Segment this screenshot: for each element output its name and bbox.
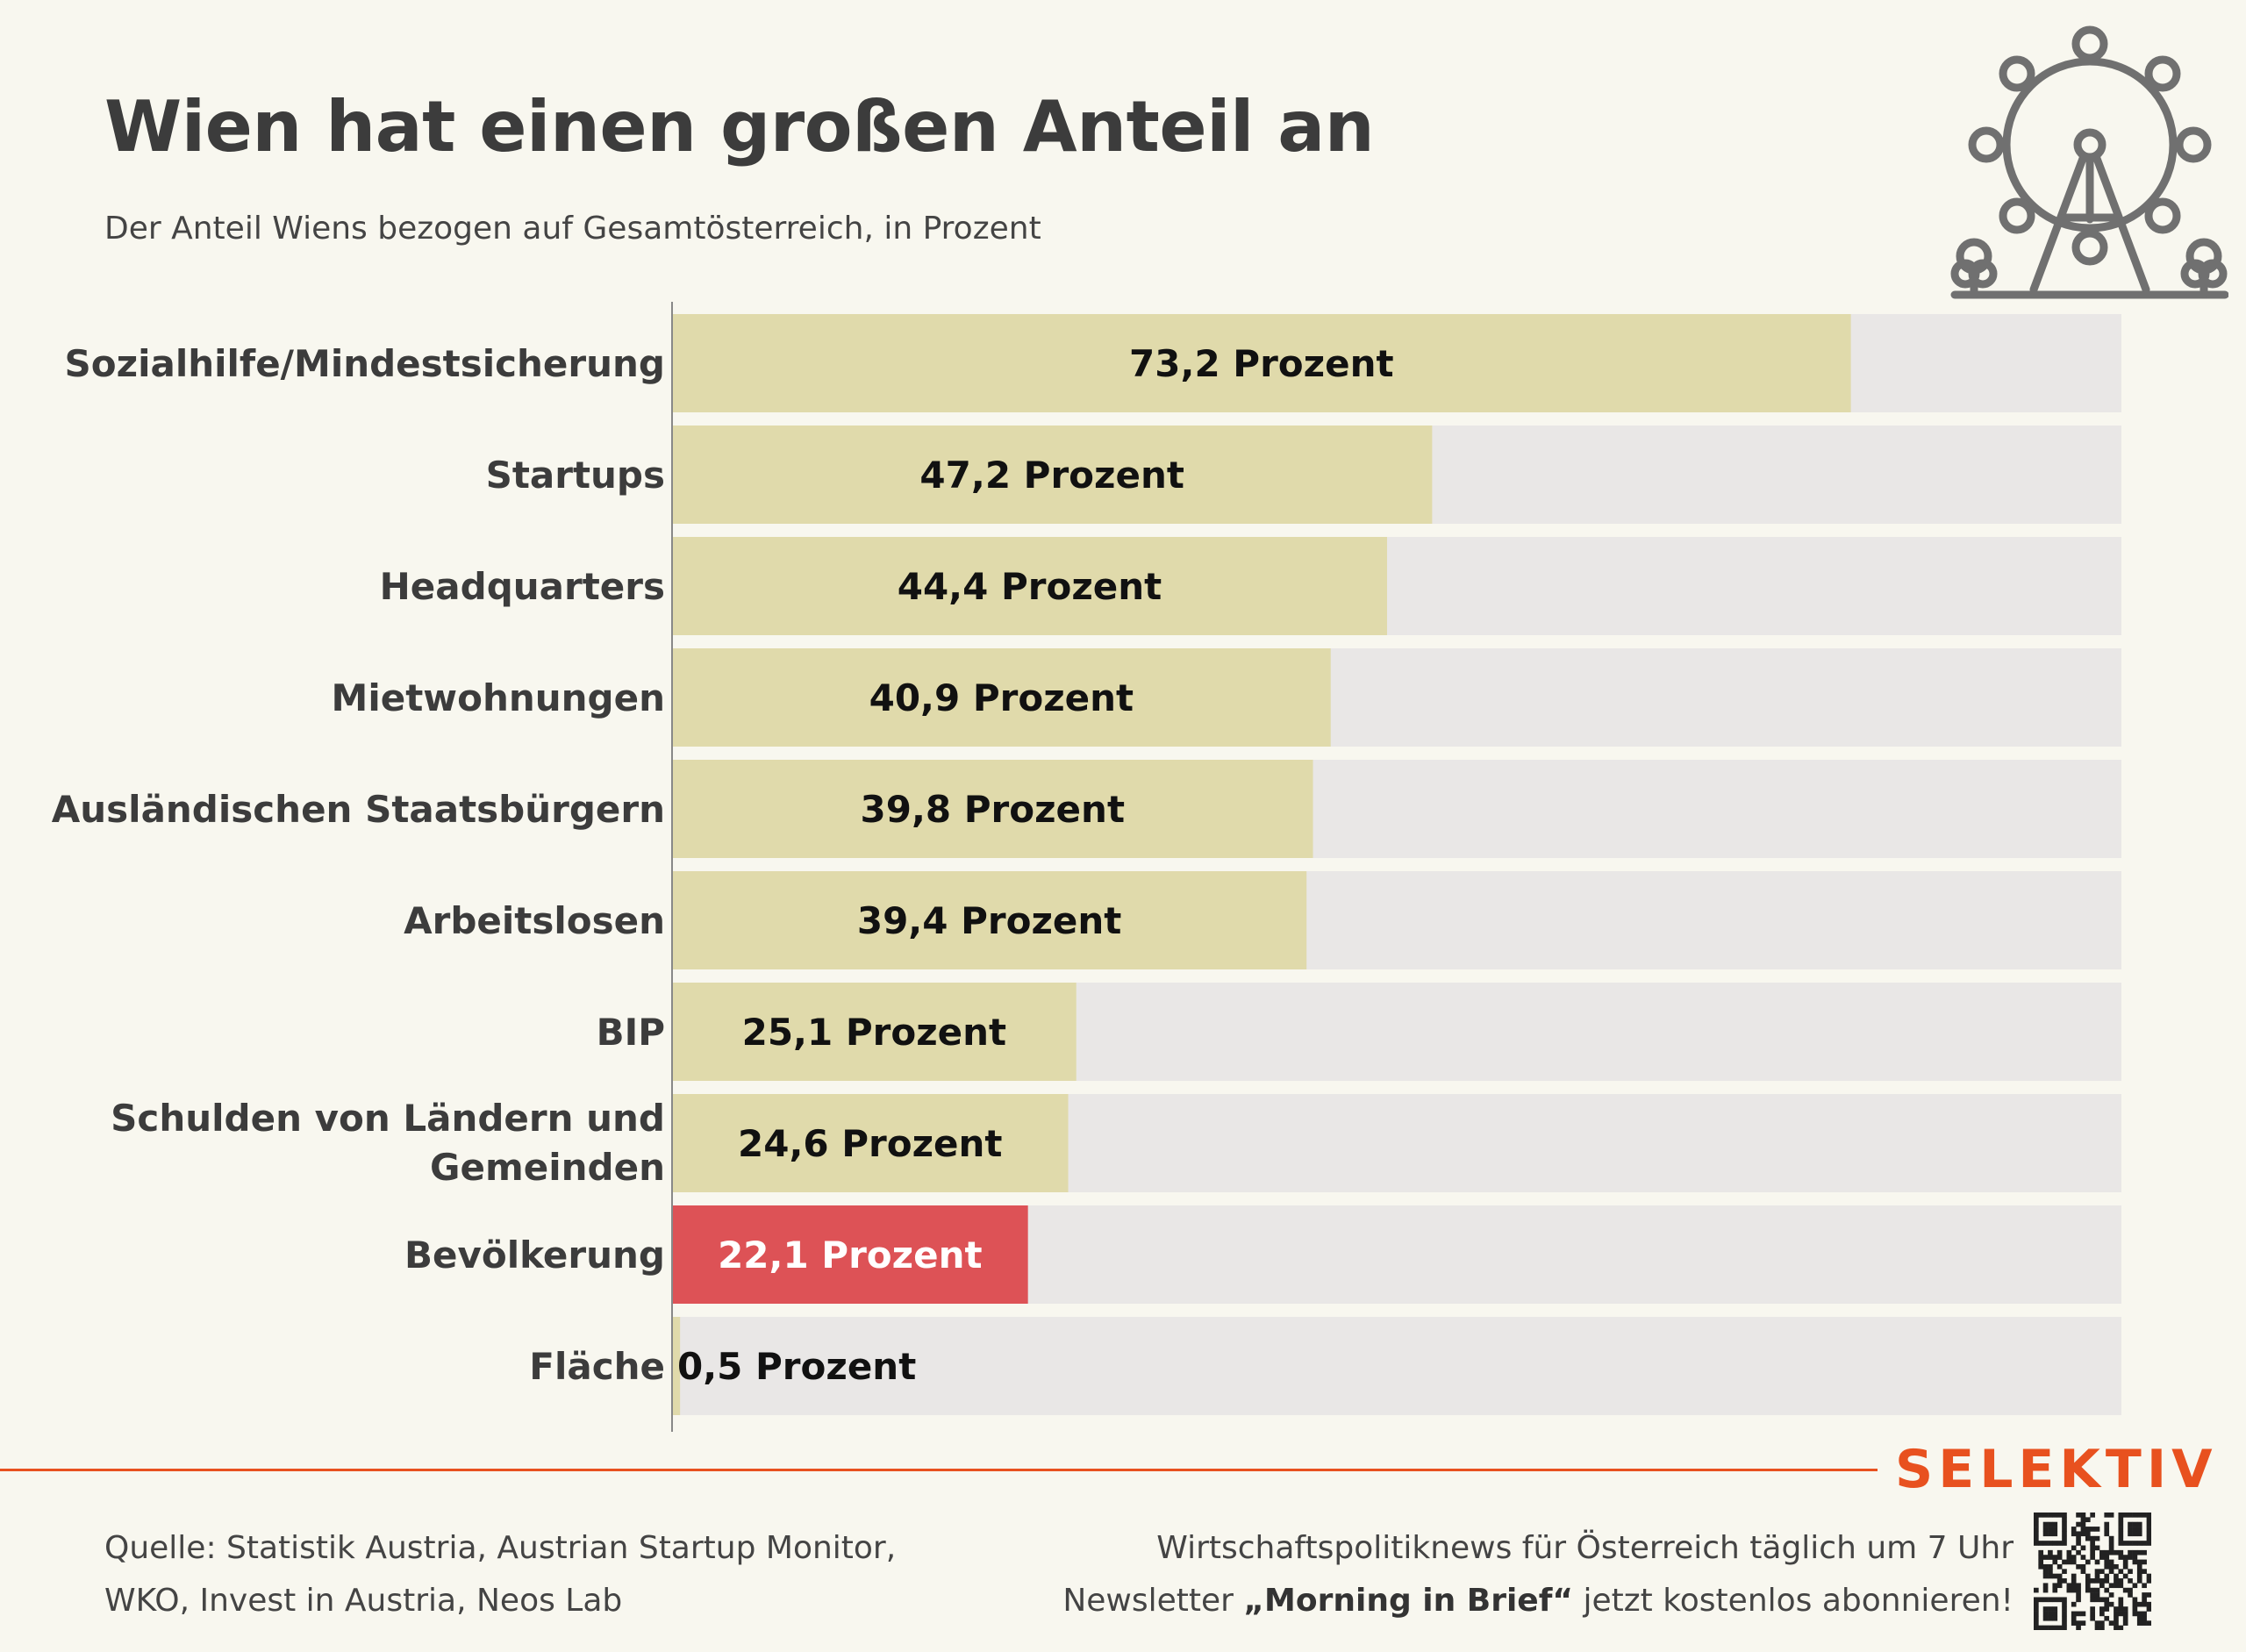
data-label: 39,8 Prozent bbox=[861, 788, 1126, 831]
category-label: Bevölkerung bbox=[404, 1234, 665, 1277]
promo-line-2-pre: Newsletter bbox=[1062, 1583, 1244, 1619]
data-label: 24,6 Prozent bbox=[738, 1122, 1003, 1165]
category-label: Fläche bbox=[529, 1345, 665, 1388]
promo-line-2[interactable]: Newsletter „Morning in Brief“ jetzt kost… bbox=[1062, 1575, 2014, 1627]
data-label: 0,5 Prozent bbox=[677, 1345, 916, 1388]
brand-logo: SELEKTIV bbox=[1895, 1439, 2218, 1500]
bar bbox=[672, 871, 1307, 969]
bar bbox=[672, 1317, 681, 1415]
category-label: Headquarters bbox=[380, 565, 665, 608]
data-label: 25,1 Prozent bbox=[742, 1011, 1007, 1054]
bar bbox=[672, 648, 1331, 747]
promo-line-2-post: jetzt kostenlos abonnieren! bbox=[1573, 1583, 2014, 1619]
ferris-wheel-icon bbox=[1950, 25, 2228, 299]
bar-track bbox=[672, 1317, 2121, 1415]
data-label: 73,2 Prozent bbox=[1129, 342, 1394, 385]
bar bbox=[672, 1094, 1069, 1192]
data-label: 47,2 Prozent bbox=[919, 454, 1184, 497]
data-label: 44,4 Prozent bbox=[898, 565, 1162, 608]
category-label: Schulden von Ländern und Gemeinden bbox=[111, 1097, 665, 1189]
category-label: Sozialhilfe/Mindestsicherung bbox=[65, 342, 665, 385]
data-label: 39,4 Prozent bbox=[857, 899, 1122, 942]
bar bbox=[672, 426, 1433, 524]
chart-title: Wien hat einen großen Anteil an bbox=[104, 86, 1375, 168]
category-label: Mietwohnungen bbox=[332, 676, 665, 719]
category-label: BIP bbox=[597, 1011, 665, 1054]
data-label: 22,1 Prozent bbox=[718, 1234, 983, 1277]
chart-subtitle: Der Anteil Wiens bezogen auf Gesamtöster… bbox=[104, 211, 1041, 247]
category-label: Startups bbox=[486, 454, 665, 497]
source-note: Quelle: Statistik Austria, Austrian Star… bbox=[104, 1522, 896, 1627]
source-line-2: WKO, Invest in Austria, Neos Lab bbox=[104, 1583, 623, 1619]
bar-chart: Sozialhilfe/Mindestsicherung 73,2 Prozent… bbox=[52, 302, 2121, 1432]
footer-divider bbox=[0, 1469, 1878, 1471]
bar bbox=[672, 760, 1313, 858]
bar bbox=[672, 983, 1077, 1081]
bar bbox=[672, 537, 1387, 635]
category-label: Arbeitslosen bbox=[404, 899, 665, 942]
data-label: 40,9 Prozent bbox=[869, 676, 1134, 719]
qr-code-icon[interactable] bbox=[2034, 1513, 2151, 1630]
source-line-1: Quelle: Statistik Austria, Austrian Star… bbox=[104, 1530, 897, 1566]
bar bbox=[672, 1205, 1028, 1304]
bar bbox=[672, 314, 1851, 412]
promo-line-1: Wirtschaftspolitiknews für Österreich tä… bbox=[1156, 1530, 2014, 1566]
newsletter-name[interactable]: „Morning in Brief“ bbox=[1243, 1583, 1574, 1619]
category-label: Ausländischen Staatsbürgern bbox=[52, 788, 665, 831]
newsletter-promo: Wirtschaftspolitiknews für Österreich tä… bbox=[1062, 1522, 2014, 1627]
